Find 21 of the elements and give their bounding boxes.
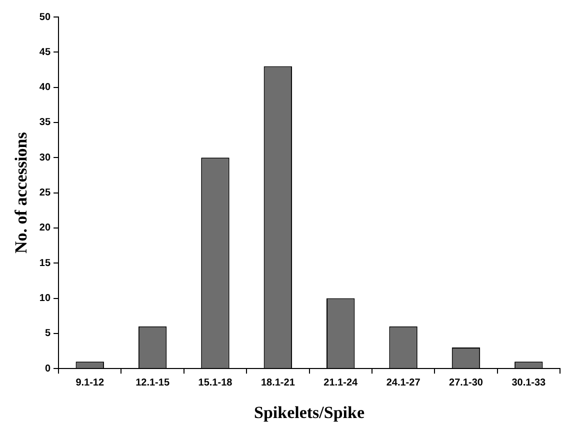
y-tick-label: 45 bbox=[39, 46, 51, 58]
y-tick-label: 15 bbox=[39, 258, 51, 269]
y-tick-label: 20 bbox=[39, 222, 51, 234]
y-tick-label: 25 bbox=[39, 188, 51, 199]
x-axis-title: Spikelets/Spike bbox=[254, 403, 365, 422]
y-axis-title: No. of accessions bbox=[12, 132, 31, 254]
y-tick-label: 30 bbox=[39, 152, 51, 164]
y-tick-label: 35 bbox=[39, 117, 51, 128]
x-tick-label: 30.1-33 bbox=[512, 377, 546, 388]
x-tick-label: 15.1-18 bbox=[198, 377, 233, 388]
x-tick-label: 27.1-30 bbox=[449, 377, 484, 388]
y-tick-label: 50 bbox=[39, 12, 51, 23]
x-tick-label: 12.1-15 bbox=[136, 377, 170, 388]
y-tick-label: 5 bbox=[44, 328, 51, 340]
x-tick-label: 9.1-12 bbox=[76, 377, 104, 388]
y-tick-label: 10 bbox=[39, 293, 51, 304]
x-tick-label: 24.1-27 bbox=[386, 377, 421, 388]
y-tick-label: 0 bbox=[44, 363, 51, 374]
y-tick-label: 40 bbox=[39, 82, 51, 94]
x-tick-label: 21.1-24 bbox=[324, 377, 358, 388]
x-tick-label: 18.1-21 bbox=[260, 377, 296, 388]
